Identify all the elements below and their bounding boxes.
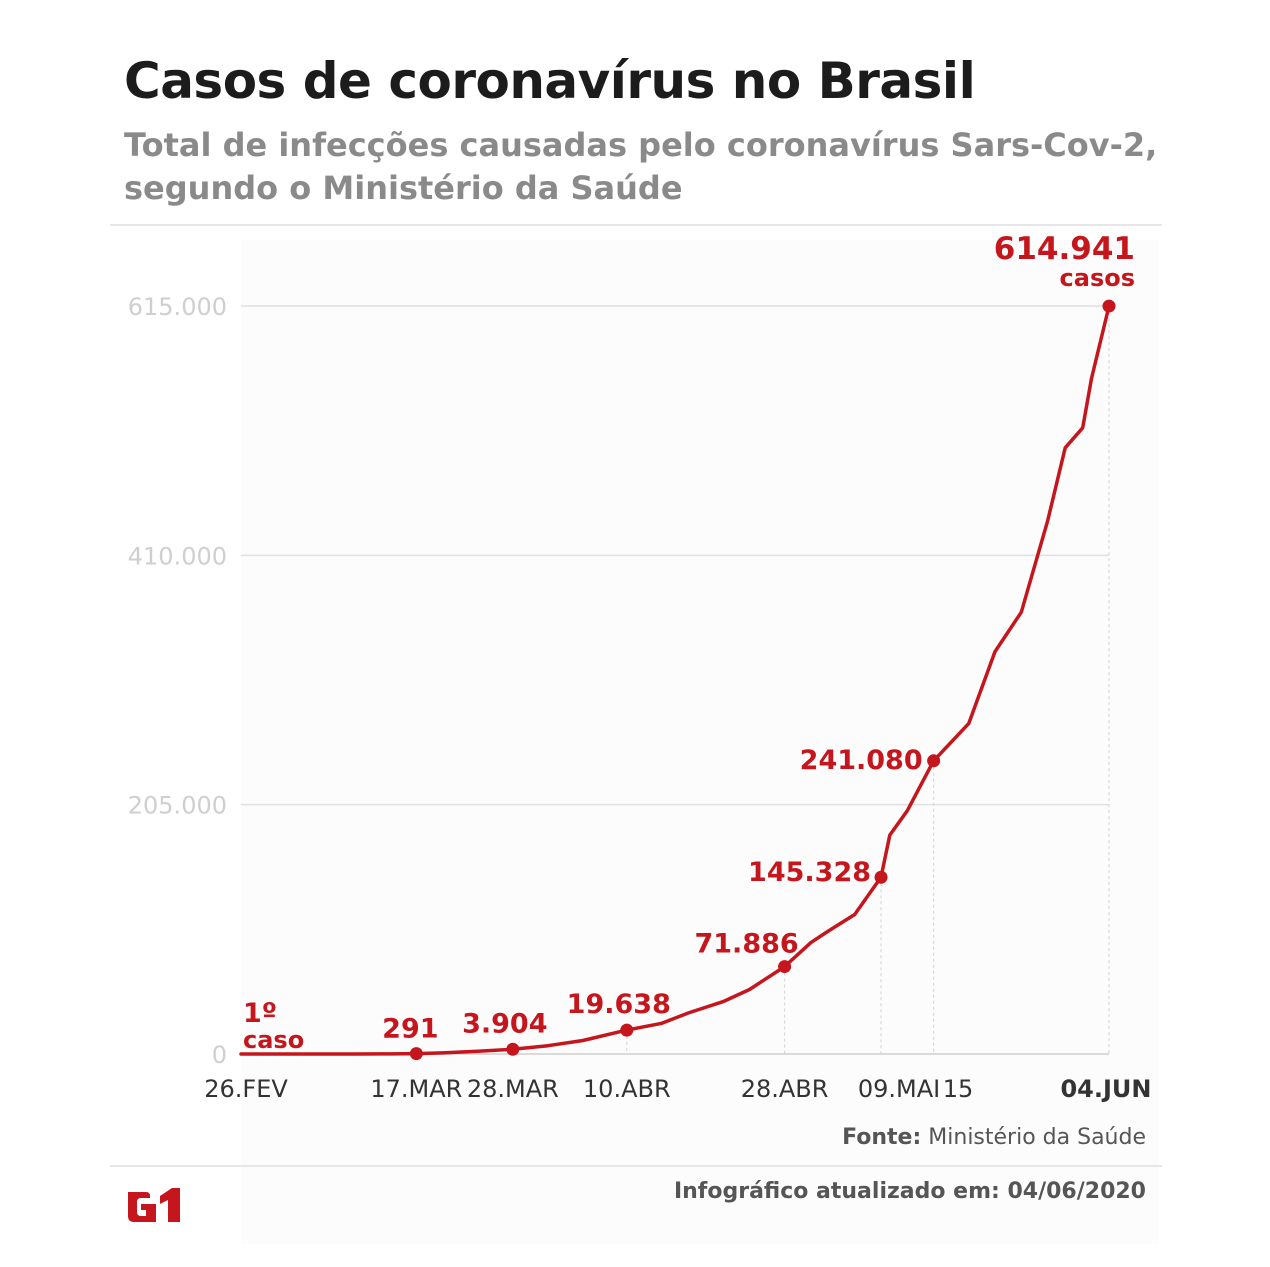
chart-title: Casos de coronavírus no Brasil [124,52,976,110]
data-label: 291 [382,1014,438,1045]
plot-background [241,240,1159,1244]
y-tick-label: 205.000 [128,792,227,820]
x-tick-label: 17.MAR [370,1075,462,1103]
y-tick-label: 615.000 [128,293,227,321]
y-tick-label: 410.000 [128,542,227,570]
source-label: Fonte: [842,1125,922,1150]
y-tick-label: 0 [212,1041,227,1069]
x-tick-label: 28.ABR [741,1075,829,1103]
top-divider [110,224,1162,226]
x-tick-label: 04.JUN [1060,1075,1151,1103]
data-label: 1º [243,998,277,1029]
bottom-divider [110,1165,1162,1167]
data-point-marker [409,1047,423,1061]
x-tick-label: 28.MAR [467,1075,559,1103]
data-point-marker [506,1042,520,1056]
data-label: 71.886 [694,929,798,960]
data-point-marker [874,870,888,884]
x-tick-label: 15 [943,1075,974,1103]
source-text: Ministério da Saúde [928,1125,1146,1150]
data-label: 241.080 [800,745,923,776]
data-label: 19.638 [567,989,671,1020]
data-point-marker [620,1023,634,1037]
updated-note: Infográfico atualizado em: 04/06/2020 [673,1179,1146,1204]
source-note: Fonte: Ministério da Saúde [842,1125,1146,1150]
data-sublabel: caso [243,1026,304,1054]
data-point-marker [927,754,941,768]
x-tick-label: 26.FEV [204,1075,288,1103]
data-point-marker [778,960,792,974]
data-label: 614.941 [994,231,1135,267]
data-sublabel: casos [1060,264,1135,292]
x-tick-label: 10.ABR [583,1075,671,1103]
data-point-marker [1102,299,1116,313]
data-label: 3.904 [462,1008,547,1039]
g1-logo [128,1188,180,1222]
chart-subtitle: Total de infecções causadas pelo coronav… [124,126,1158,207]
data-label: 145.328 [748,857,871,888]
x-tick-label: 09.MAI [858,1075,940,1103]
